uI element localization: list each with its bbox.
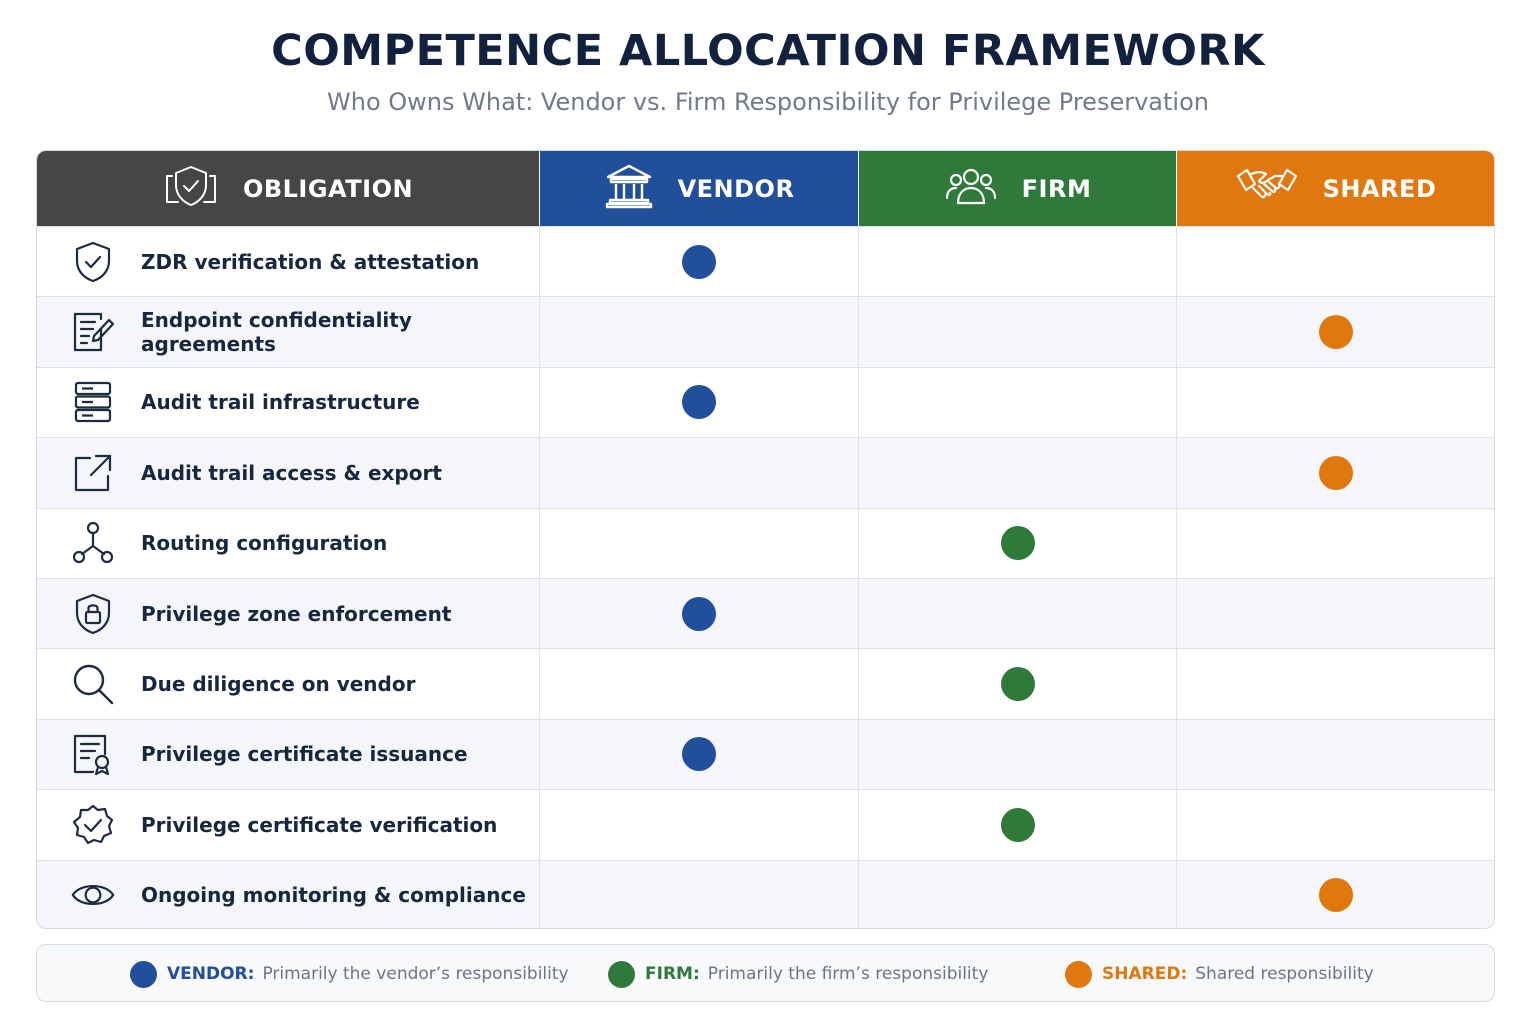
badge-check-icon xyxy=(71,803,115,847)
responsibility-matrix: OBLIGATION VENDOR FIRM xyxy=(36,150,1495,929)
firm-cell xyxy=(858,226,1176,297)
shield-check-icon xyxy=(163,164,219,214)
firm-responsibility-dot xyxy=(1000,526,1035,561)
obligation-cell: Privilege certificate issuance xyxy=(37,718,539,790)
shared-cell xyxy=(1176,789,1494,860)
vendor-responsibility-dot xyxy=(682,385,716,420)
vendor-cell xyxy=(539,296,858,367)
shared-responsibility-dot xyxy=(1318,878,1353,913)
obligation-cell: Ongoing monitoring & compliance xyxy=(37,859,539,928)
vendor-responsibility-dot xyxy=(682,244,716,279)
obligation-label: Privilege certificate verification xyxy=(141,812,498,837)
firm-cell xyxy=(858,296,1176,367)
obligation-label: Endpoint confidentiality agreements xyxy=(141,308,412,357)
legend: VENDOR: Primarily the vendor’s responsib… xyxy=(36,944,1495,1002)
firm-cell xyxy=(858,859,1176,928)
shared-cell xyxy=(1176,226,1494,297)
legend-dot-shared xyxy=(1065,960,1092,988)
shared-responsibility-dot xyxy=(1318,315,1353,350)
vendor-cell xyxy=(539,226,858,297)
obligation-cell: Endpoint confidentiality agreements xyxy=(37,296,539,367)
vendor-cell xyxy=(539,789,858,860)
obligation-label: Privilege zone enforcement xyxy=(141,601,452,626)
firm-cell xyxy=(858,437,1176,508)
shared-cell xyxy=(1176,437,1494,508)
firm-cell xyxy=(858,789,1176,860)
export-icon xyxy=(71,451,115,495)
obligation-cell: ZDR verification & attestation xyxy=(37,226,539,297)
legend-dot-vendor xyxy=(130,960,157,988)
vendor-cell xyxy=(539,577,858,649)
handshake-icon xyxy=(1235,164,1299,214)
firm-cell xyxy=(858,366,1176,438)
page-title: COMPETENCE ALLOCATION FRAMEWORK xyxy=(271,26,1265,76)
shield-lock-icon xyxy=(71,592,115,636)
server-icon xyxy=(71,380,115,424)
network-icon xyxy=(71,521,115,565)
obligation-cell: Due diligence on vendor xyxy=(37,648,539,719)
legend-key-firm: FIRM: xyxy=(645,964,700,984)
legend-desc-shared: Shared responsibility xyxy=(1195,964,1374,984)
obligation-label: Ongoing monitoring & compliance xyxy=(141,883,526,908)
vendor-responsibility-dot xyxy=(682,737,716,772)
obligation-cell: Audit trail access & export xyxy=(37,437,539,508)
firm-cell xyxy=(858,648,1176,719)
vendor-cell xyxy=(539,366,858,438)
obligation-cell: Audit trail infrastructure xyxy=(37,366,539,438)
legend-key-vendor: VENDOR: xyxy=(167,964,255,984)
document-edit-icon xyxy=(71,310,115,354)
column-header-firm-label: FIRM xyxy=(1021,174,1092,203)
column-header-vendor: VENDOR xyxy=(539,151,858,226)
firm-responsibility-dot xyxy=(1000,667,1035,702)
legend-item-vendor: VENDOR: Primarily the vendor’s responsib… xyxy=(130,945,569,1003)
page-subtitle: Who Owns What: Vendor vs. Firm Responsib… xyxy=(327,88,1209,116)
legend-desc-firm: Primarily the firm’s responsibility xyxy=(707,964,989,984)
legend-item-shared: SHARED: Shared responsibility xyxy=(1065,945,1374,1003)
vendor-cell xyxy=(539,507,858,578)
vendor-responsibility-dot xyxy=(682,596,716,631)
firm-cell xyxy=(858,718,1176,790)
legend-item-firm: FIRM: Primarily the firm’s responsibilit… xyxy=(608,945,988,1003)
legend-dot-firm xyxy=(608,960,635,988)
column-header-vendor-label: VENDOR xyxy=(677,174,795,203)
shared-cell xyxy=(1176,577,1494,649)
shared-cell xyxy=(1176,366,1494,438)
legend-desc-vendor: Primarily the vendor’s responsibility xyxy=(262,964,569,984)
shield-check-icon xyxy=(71,240,115,284)
shared-cell xyxy=(1176,296,1494,367)
obligation-label: Audit trail access & export xyxy=(141,460,442,485)
obligation-cell: Routing configuration xyxy=(37,507,539,578)
shared-cell xyxy=(1176,507,1494,578)
vendor-cell xyxy=(539,859,858,928)
vendor-cell xyxy=(539,437,858,508)
column-header-obligation-label: OBLIGATION xyxy=(242,174,414,203)
shared-cell xyxy=(1176,859,1494,928)
search-icon xyxy=(71,662,115,706)
shared-responsibility-dot xyxy=(1318,455,1353,490)
shared-cell xyxy=(1176,648,1494,719)
firm-cell xyxy=(858,507,1176,578)
shared-cell xyxy=(1176,718,1494,790)
obligation-label: Due diligence on vendor xyxy=(141,672,416,697)
eye-icon xyxy=(71,873,115,917)
bank-building-icon xyxy=(604,163,654,215)
column-header-shared: SHARED xyxy=(1176,151,1494,226)
vendor-cell xyxy=(539,718,858,790)
column-header-firm: FIRM xyxy=(858,151,1176,226)
people-group-icon xyxy=(944,165,998,213)
obligation-cell: Privilege certificate verification xyxy=(37,789,539,860)
column-header-obligation: OBLIGATION xyxy=(37,151,539,226)
firm-cell xyxy=(858,577,1176,649)
obligation-label: Privilege certificate issuance xyxy=(141,742,468,767)
obligation-label: Routing configuration xyxy=(141,531,388,556)
vendor-cell xyxy=(539,648,858,719)
obligation-cell: Privilege zone enforcement xyxy=(37,577,539,649)
obligation-label: Audit trail infrastructure xyxy=(141,390,420,415)
firm-responsibility-dot xyxy=(1000,807,1035,842)
obligation-label: ZDR verification & attestation xyxy=(141,249,480,274)
legend-key-shared: SHARED: xyxy=(1102,964,1188,984)
column-header-shared-label: SHARED xyxy=(1322,174,1437,203)
certificate-icon xyxy=(71,732,115,776)
